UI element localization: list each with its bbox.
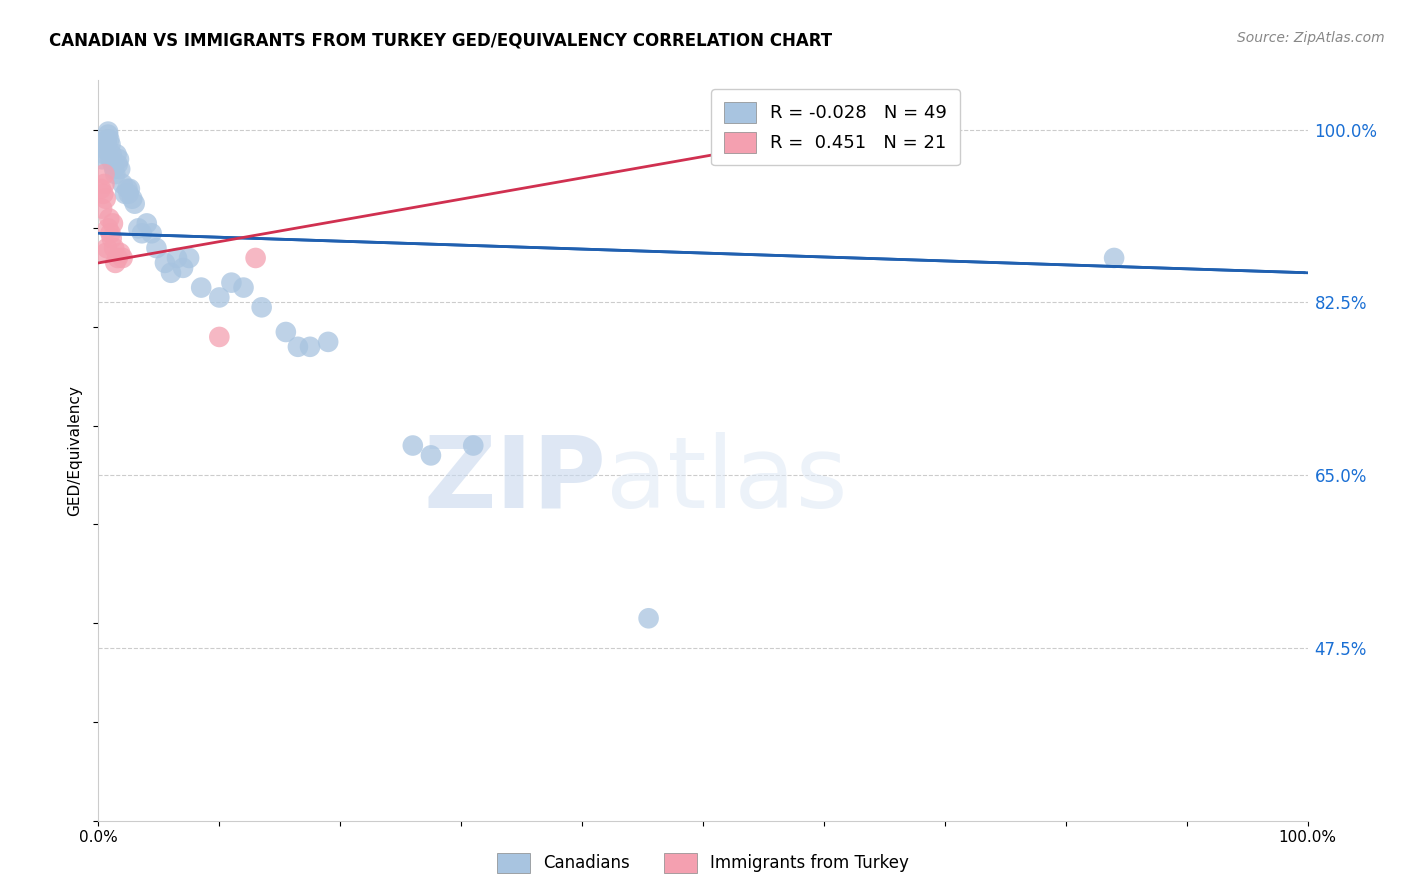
Point <box>96 241 118 255</box>
Point <box>166 251 188 265</box>
Point <box>208 290 231 304</box>
Point <box>131 227 153 241</box>
Point <box>103 162 125 177</box>
Point <box>98 211 121 226</box>
Point <box>141 227 163 241</box>
Point <box>91 186 114 201</box>
Point <box>100 227 122 241</box>
Y-axis label: GED/Equivalency: GED/Equivalency <box>67 385 83 516</box>
Point <box>94 142 117 156</box>
Point <box>172 260 194 275</box>
Point <box>97 128 120 142</box>
Point <box>96 132 118 146</box>
Point <box>402 438 425 452</box>
Legend: Canadians, Immigrants from Turkey: Canadians, Immigrants from Turkey <box>491 847 915 880</box>
Point <box>114 186 136 201</box>
Point <box>118 186 141 201</box>
Point <box>97 221 120 235</box>
Point <box>208 330 231 344</box>
Point <box>121 192 143 206</box>
Point <box>101 216 124 230</box>
Point <box>108 162 131 177</box>
Point <box>100 153 122 167</box>
Point <box>316 334 339 349</box>
Point <box>221 276 243 290</box>
Point <box>93 147 115 161</box>
Point <box>98 132 121 146</box>
Point <box>190 280 212 294</box>
Point <box>135 216 157 230</box>
Point <box>274 325 297 339</box>
Point <box>91 202 114 216</box>
Point <box>637 611 659 625</box>
Point <box>94 192 117 206</box>
Point <box>93 177 115 191</box>
Point <box>117 182 139 196</box>
Point <box>100 137 122 152</box>
Point <box>420 449 443 463</box>
Point <box>287 340 309 354</box>
Point <box>124 196 146 211</box>
Point <box>118 182 141 196</box>
Point <box>127 221 149 235</box>
Point <box>105 147 128 161</box>
Point <box>97 125 120 139</box>
Point <box>145 241 167 255</box>
Legend: R = -0.028   N = 49, R =  0.451   N = 21: R = -0.028 N = 49, R = 0.451 N = 21 <box>711 89 960 165</box>
Point <box>299 340 322 354</box>
Point <box>104 167 127 181</box>
Point <box>108 153 131 167</box>
Point <box>107 251 129 265</box>
Point <box>1102 251 1125 265</box>
Point <box>160 266 183 280</box>
Point <box>825 132 848 146</box>
Point <box>245 251 267 265</box>
Text: ZIP: ZIP <box>423 432 606 529</box>
Point <box>463 438 485 452</box>
Point <box>100 147 122 161</box>
Point <box>103 241 125 255</box>
Point <box>101 157 124 171</box>
Point <box>96 137 118 152</box>
Point <box>111 177 134 191</box>
Point <box>108 246 131 260</box>
Point <box>179 251 201 265</box>
Text: atlas: atlas <box>606 432 848 529</box>
Point <box>91 153 114 167</box>
Point <box>153 256 176 270</box>
Point <box>100 231 122 245</box>
Point <box>93 167 115 181</box>
Point <box>107 157 129 171</box>
Point <box>232 280 254 294</box>
Point <box>94 246 117 260</box>
Text: CANADIAN VS IMMIGRANTS FROM TURKEY GED/EQUIVALENCY CORRELATION CHART: CANADIAN VS IMMIGRANTS FROM TURKEY GED/E… <box>49 31 832 49</box>
Text: Source: ZipAtlas.com: Source: ZipAtlas.com <box>1237 31 1385 45</box>
Point <box>104 256 127 270</box>
Point <box>111 251 134 265</box>
Point <box>250 301 273 315</box>
Point <box>90 182 112 196</box>
